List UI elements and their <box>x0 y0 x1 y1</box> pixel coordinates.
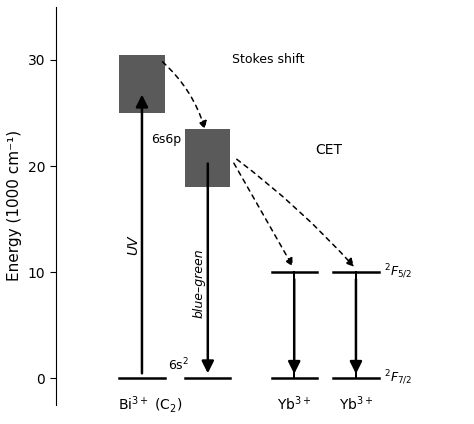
Bar <box>185 129 230 187</box>
Text: Bi$^{3+}$ (C$_2$): Bi$^{3+}$ (C$_2$) <box>118 394 182 415</box>
Text: $^2F_{7/2}$: $^2F_{7/2}$ <box>383 369 411 388</box>
Text: blue–green: blue–green <box>192 248 205 318</box>
Text: Stokes shift: Stokes shift <box>232 53 305 67</box>
Text: Yb$^{3+}$: Yb$^{3+}$ <box>338 394 373 413</box>
Text: UV: UV <box>126 236 140 255</box>
Bar <box>119 55 164 113</box>
Text: $^2F_{5/2}$: $^2F_{5/2}$ <box>383 263 411 281</box>
Y-axis label: Energy (1000 cm⁻¹): Energy (1000 cm⁻¹) <box>7 130 22 282</box>
Text: 6s6p: 6s6p <box>151 133 181 146</box>
Text: Yb$^{3+}$: Yb$^{3+}$ <box>277 394 311 413</box>
Text: 6s$^2$: 6s$^2$ <box>168 356 189 373</box>
Text: CET: CET <box>315 143 342 157</box>
